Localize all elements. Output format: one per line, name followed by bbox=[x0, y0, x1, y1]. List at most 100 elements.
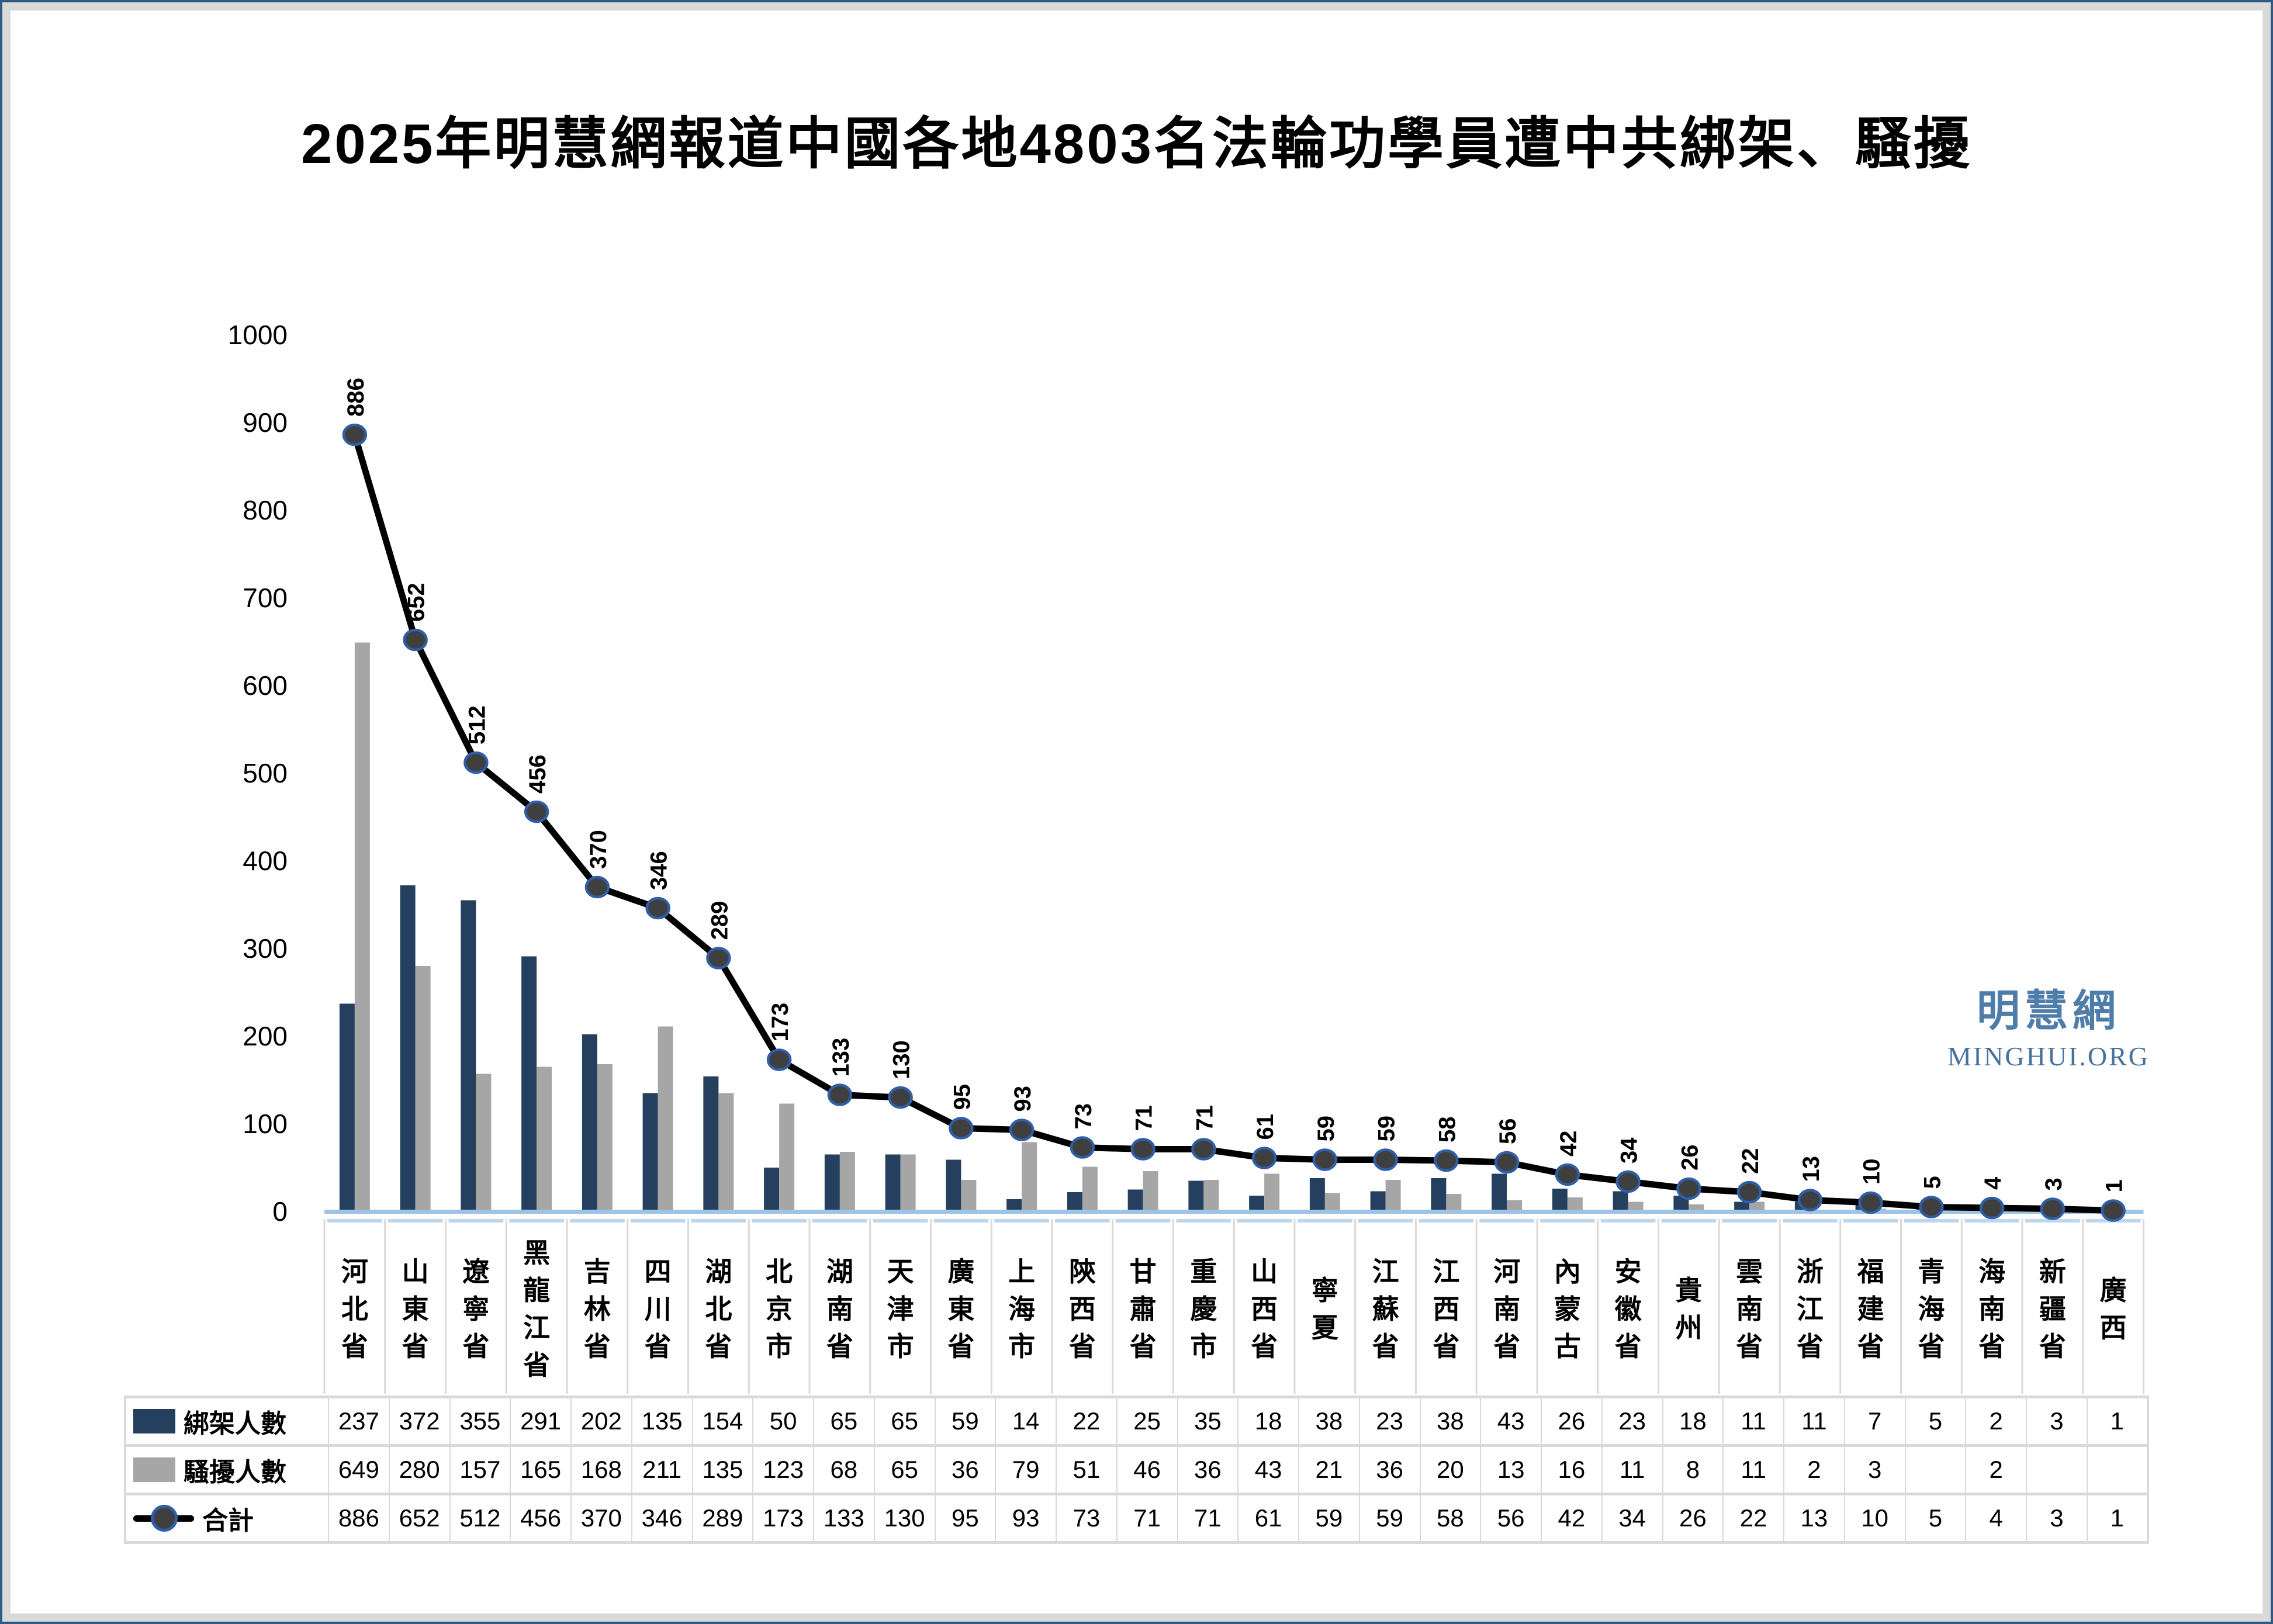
table-row-total: 合計 886 652 512 456 370 346 289 173 133 130 95 93 73 71… bbox=[124, 1493, 2149, 1544]
table-cell-harassed: 13 bbox=[1480, 1444, 1542, 1495]
x-axis-label: 山西省 bbox=[1251, 1256, 1278, 1362]
x-axis-label-char: 省 bbox=[1069, 1331, 1096, 1362]
x-axis-label-char: 貴 bbox=[1675, 1275, 1702, 1306]
x-axis-label: 廣西 bbox=[2100, 1275, 2127, 1343]
table-cell-total: 58 bbox=[1419, 1493, 1482, 1544]
bar-harassed bbox=[1628, 1201, 1644, 1211]
table-cell-total: 886 bbox=[328, 1493, 390, 1544]
total-marker bbox=[1130, 1138, 1155, 1161]
category-cell-topline bbox=[327, 1219, 382, 1223]
x-axis-label-char: 四 bbox=[645, 1256, 672, 1287]
total-marker bbox=[1373, 1148, 1398, 1171]
y-axis-tick-label: 600 bbox=[243, 670, 288, 701]
table-cell-total: 652 bbox=[388, 1493, 451, 1544]
x-axis-label: 青海省 bbox=[1918, 1256, 1945, 1362]
total-data-label: 26 bbox=[1677, 1145, 1703, 1171]
x-axis-label-char: 湖 bbox=[826, 1256, 853, 1287]
total-marker bbox=[1555, 1163, 1580, 1186]
table-row-kidnapped: 綁架人數 237 372 355 291 202 135 154 50 65 65 59 14 22 25 3… bbox=[124, 1396, 2149, 1447]
x-axis-label-char: 市 bbox=[766, 1331, 793, 1362]
table-cell-harassed: 157 bbox=[449, 1444, 511, 1495]
minghui-watermark: 明慧網 MINGHUI.ORG bbox=[1940, 976, 2157, 1072]
total-marker bbox=[827, 1083, 853, 1106]
table-cell-kidnapped: 23 bbox=[1358, 1396, 1421, 1447]
bar-kidnapped bbox=[582, 1034, 597, 1211]
x-axis-label-char: 新 bbox=[2039, 1256, 2066, 1287]
table-cell-total: 34 bbox=[1601, 1493, 1663, 1544]
bar-kidnapped bbox=[1067, 1192, 1082, 1211]
y-axis-tick-label: 900 bbox=[243, 407, 288, 438]
x-axis-label: 寧夏 bbox=[1312, 1275, 1339, 1343]
total-marker bbox=[1070, 1136, 1095, 1159]
table-cell-total: 56 bbox=[1480, 1493, 1542, 1544]
category-cell-topline bbox=[2025, 1219, 2080, 1223]
x-axis-label: 陝西省 bbox=[1069, 1256, 1096, 1362]
x-axis-label-char: 河 bbox=[341, 1256, 368, 1287]
bar-harassed bbox=[476, 1074, 492, 1211]
table-cell-total: 73 bbox=[1056, 1493, 1118, 1544]
watermark-latin-text: MINGHUI.ORG bbox=[1947, 1041, 2150, 1071]
x-axis-label-char: 省 bbox=[1736, 1331, 1763, 1362]
table-cell-kidnapped: 5 bbox=[1904, 1396, 1967, 1447]
total-data-label: 289 bbox=[707, 901, 732, 940]
table-cell-harassed: 8 bbox=[1662, 1444, 1724, 1495]
x-axis-label-char: 疆 bbox=[2039, 1294, 2066, 1324]
x-axis-label-char: 江 bbox=[523, 1313, 550, 1343]
x-axis-label-char: 省 bbox=[1433, 1331, 1459, 1362]
bar-kidnapped bbox=[1734, 1201, 1750, 1211]
table-cell-harassed: 3 bbox=[1843, 1444, 1906, 1495]
x-axis-label-char: 陝 bbox=[1069, 1256, 1096, 1287]
x-axis-label-char: 北 bbox=[705, 1294, 732, 1324]
table-cell-harassed: 68 bbox=[813, 1444, 875, 1495]
x-axis-label-char: 建 bbox=[1857, 1294, 1884, 1324]
bar-kidnapped bbox=[1431, 1178, 1447, 1211]
total-marker bbox=[706, 947, 731, 969]
table-cell-kidnapped: 25 bbox=[1116, 1396, 1178, 1447]
legend-label-kidnapped: 綁架人數 bbox=[184, 1410, 286, 1438]
category-cell-topline bbox=[752, 1219, 807, 1223]
category-cell-topline bbox=[1419, 1219, 1474, 1223]
table-cell-total: 71 bbox=[1116, 1493, 1178, 1544]
table-cell-total: 173 bbox=[752, 1493, 814, 1544]
category-cell-topline bbox=[570, 1219, 625, 1223]
table-cell-harassed: 165 bbox=[510, 1444, 572, 1495]
table-cell-kidnapped: 237 bbox=[328, 1396, 390, 1447]
chart-title: 2025年明慧網報道中國各地4803名法輪功學員遭中共綁架、騷擾 bbox=[300, 113, 1973, 175]
category-cell-topline bbox=[1479, 1219, 1534, 1223]
total-line bbox=[351, 431, 2117, 1214]
category-cell-topline bbox=[630, 1219, 686, 1223]
x-axis-label-char: 省 bbox=[2039, 1331, 2066, 1362]
x-axis-label-char: 省 bbox=[584, 1331, 611, 1362]
x-axis-label-char: 寧 bbox=[1312, 1275, 1338, 1306]
category-cell-topline bbox=[812, 1219, 867, 1223]
x-axis-label-char: 省 bbox=[1493, 1331, 1520, 1362]
x-axis-line bbox=[324, 1210, 2144, 1214]
x-axis-label-char: 河 bbox=[1493, 1256, 1520, 1287]
total-marker bbox=[403, 628, 428, 652]
table-cell-kidnapped: 11 bbox=[1722, 1396, 1784, 1447]
x-axis-label-char: 雲 bbox=[1736, 1256, 1763, 1287]
x-axis-label-char: 西 bbox=[1251, 1294, 1278, 1324]
bar-harassed bbox=[1446, 1194, 1462, 1211]
y-axis-tick-label: 500 bbox=[243, 758, 288, 788]
kidnapped-legend-swatch bbox=[133, 1409, 175, 1433]
x-axis-label: 河北省 bbox=[341, 1256, 368, 1362]
total-data-label: 886 bbox=[343, 378, 369, 417]
bar-harassed bbox=[597, 1064, 613, 1211]
table-cell-harassed bbox=[1904, 1444, 1967, 1495]
bar-harassed bbox=[961, 1180, 977, 1211]
x-axis-label-char: 海 bbox=[1008, 1294, 1035, 1324]
category-cell-topline bbox=[933, 1219, 989, 1223]
bar-kidnapped bbox=[1006, 1199, 1022, 1211]
y-axis-tick-label: 100 bbox=[243, 1109, 288, 1139]
table-cell-kidnapped: 154 bbox=[691, 1396, 754, 1447]
total-data-label: 512 bbox=[464, 705, 490, 745]
total-data-label: 346 bbox=[646, 851, 672, 890]
total-data-label: 73 bbox=[1071, 1103, 1096, 1130]
table-cell-harassed: 168 bbox=[570, 1444, 632, 1495]
x-axis-label-char: 南 bbox=[1493, 1294, 1520, 1324]
table-cell-kidnapped: 14 bbox=[995, 1396, 1057, 1447]
y-axis-tick-label: 0 bbox=[272, 1196, 288, 1227]
x-axis-label: 內蒙古 bbox=[1554, 1256, 1581, 1362]
category-cell-topline bbox=[1298, 1219, 1352, 1223]
